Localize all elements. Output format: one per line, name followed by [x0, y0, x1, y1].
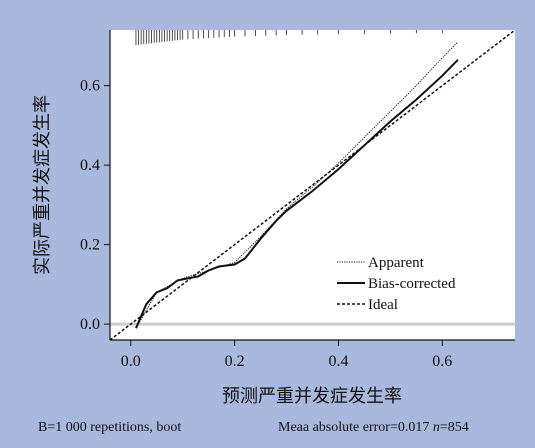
series-ideal-line — [109, 29, 516, 341]
series-bias-corrected-line — [135, 59, 459, 329]
x-tick-label: 0.0 — [121, 353, 141, 370]
y-axis-title: 实际严重并发症发生率 — [32, 95, 52, 275]
footnote-error-text: Meaa absolute error=0.017 — [278, 420, 433, 435]
x-tick-label: 0.2 — [225, 353, 245, 370]
footnote-repetitions: B=1 000 repetitions, boot — [38, 420, 182, 435]
footnote-n-value: =854 — [439, 420, 469, 435]
footnote-error: Meaa absolute error=0.017 n=854 — [278, 420, 469, 436]
legend-label-bias-corrected: Bias-corrected — [368, 276, 456, 292]
x-axis-title: 预测严重并发症发生率 — [222, 386, 402, 406]
x-tick-label: 0.6 — [432, 353, 452, 370]
series-layer — [109, 29, 516, 341]
y-tick-label: 0.4 — [80, 157, 100, 174]
footnote-n-label: n — [432, 420, 440, 435]
series-apparent-line — [135, 41, 459, 329]
rug-layer — [135, 30, 443, 45]
x-tick-label: 0.4 — [328, 353, 348, 370]
y-tick-label: 0.2 — [80, 237, 100, 254]
axes-layer: 0.0 0.2 0.4 0.6 0.0 0.2 0.4 0.6 — [80, 30, 515, 370]
y-tick-label: 0.6 — [80, 78, 100, 95]
legend: Apparent Bias-corrected Ideal — [337, 255, 456, 313]
legend-label-ideal: Ideal — [368, 297, 398, 313]
footnote: B=1 000 repetitions, boot Meaa absolute … — [0, 420, 535, 442]
y-tick-label: 0.0 — [80, 316, 100, 333]
legend-label-apparent: Apparent — [368, 255, 425, 271]
